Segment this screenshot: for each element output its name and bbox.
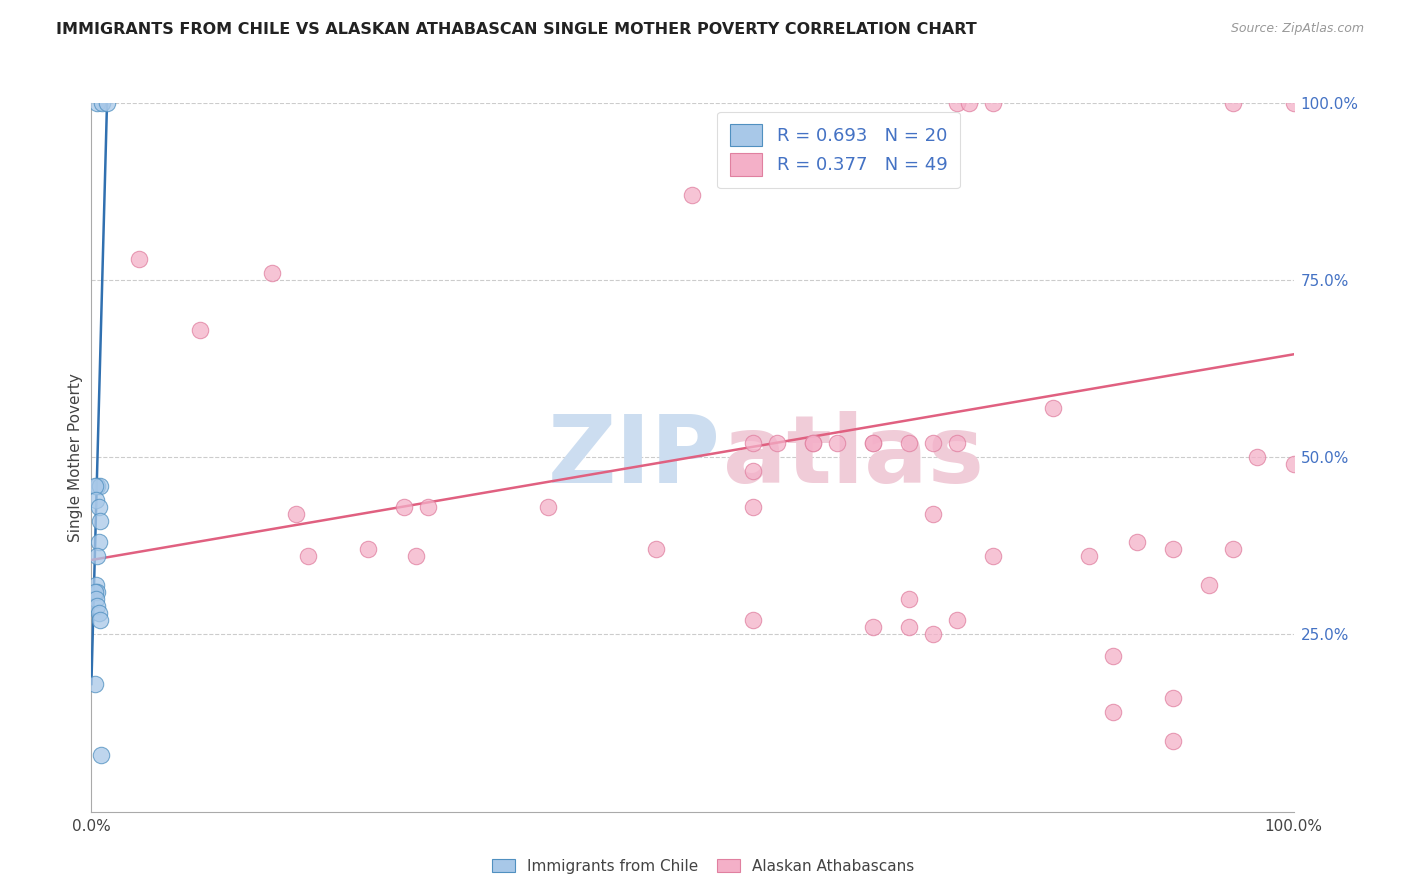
Point (1042, 401, 1064, 415)
Text: atlas: atlas (723, 411, 984, 503)
Point (981, 549, 1004, 564)
Y-axis label: Single Mother Poverty: Single Mother Poverty (67, 373, 83, 541)
Point (922, 627, 945, 641)
Point (537, 500, 560, 514)
Point (1161, 733, 1184, 747)
Point (1161, 691, 1184, 706)
Point (357, 542, 380, 557)
Point (1222, 95, 1244, 110)
Text: Source: ZipAtlas.com: Source: ZipAtlas.com (1230, 22, 1364, 36)
Point (801, 436, 824, 450)
Point (284, 507, 307, 521)
Point (862, 436, 884, 450)
Point (84, 492, 107, 507)
Point (260, 266, 283, 280)
Point (897, 592, 920, 607)
Point (84, 592, 107, 607)
Point (86, 95, 108, 110)
Point (1126, 535, 1149, 549)
Point (765, 436, 787, 450)
Point (87, 606, 110, 620)
Legend: R = 0.693   N = 20, R = 0.377   N = 49: R = 0.693 N = 20, R = 0.377 N = 49 (717, 112, 960, 188)
Point (1222, 542, 1244, 557)
Point (681, 187, 703, 202)
Point (862, 436, 884, 450)
Point (946, 613, 969, 627)
Point (1282, 95, 1305, 110)
Point (188, 322, 211, 336)
Point (741, 613, 763, 627)
Point (86, 585, 108, 599)
Point (741, 436, 763, 450)
Point (89, 478, 111, 492)
Text: IMMIGRANTS FROM CHILE VS ALASKAN ATHABASCAN SINGLE MOTHER POVERTY CORRELATION CH: IMMIGRANTS FROM CHILE VS ALASKAN ATHABAS… (56, 22, 977, 37)
Point (91, 95, 114, 110)
Point (1102, 648, 1125, 663)
Point (1198, 578, 1220, 592)
Point (90, 747, 112, 762)
Point (946, 95, 969, 110)
Legend: Immigrants from Chile, Alaskan Athabascans: Immigrants from Chile, Alaskan Athabasca… (486, 853, 920, 880)
Point (416, 500, 439, 514)
Point (645, 542, 668, 557)
Point (1161, 542, 1184, 557)
Point (89, 514, 111, 528)
Point (84, 677, 107, 691)
Point (897, 436, 920, 450)
Point (946, 436, 969, 450)
Point (87, 500, 110, 514)
Point (825, 436, 848, 450)
Point (87, 535, 110, 549)
Point (741, 500, 763, 514)
Point (1102, 706, 1125, 720)
Point (86, 549, 108, 564)
Point (1282, 457, 1305, 471)
Point (392, 500, 415, 514)
Point (86, 478, 108, 492)
Point (801, 436, 824, 450)
Point (96, 95, 118, 110)
Point (957, 95, 980, 110)
Point (897, 620, 920, 634)
Point (84, 578, 107, 592)
Point (128, 252, 150, 266)
Point (1246, 450, 1268, 464)
Point (922, 436, 945, 450)
Point (405, 549, 427, 564)
Point (84, 585, 107, 599)
Point (84, 478, 107, 492)
Point (89, 613, 111, 627)
Point (922, 507, 945, 521)
Point (741, 464, 763, 478)
Text: ZIP: ZIP (548, 411, 721, 503)
Point (981, 95, 1004, 110)
Point (862, 620, 884, 634)
Point (86, 599, 108, 613)
Point (1078, 549, 1101, 564)
Point (297, 549, 319, 564)
